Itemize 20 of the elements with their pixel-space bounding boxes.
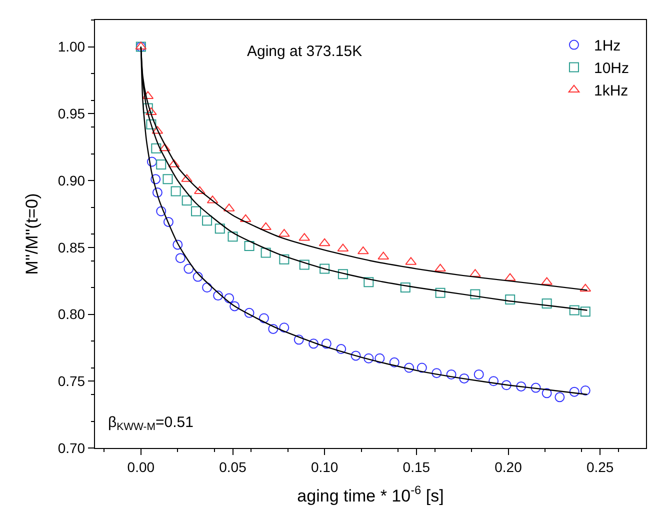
legend-label: 1Hz xyxy=(594,38,621,55)
y-tick-label: 1.00 xyxy=(58,38,86,55)
annotation: β$_{KWW-M}$=0.51 xyxy=(108,414,194,434)
x-tick-label: 0.15 xyxy=(402,458,430,475)
x-axis-title: aging time * 10$^{-6}$ [s] xyxy=(297,483,444,506)
y-axis-title: M''/M''(t=0) xyxy=(22,193,42,275)
annotation: Aging at 373.15K xyxy=(247,43,362,60)
legend-label: 1kHz xyxy=(594,82,628,100)
x-tick-label: 0.25 xyxy=(586,458,614,475)
x-tick-label: 0.20 xyxy=(494,458,522,475)
y-tick-label: 0.95 xyxy=(58,106,86,122)
y-tick-label: 0.90 xyxy=(58,172,86,188)
x-tick-label: 0.00 xyxy=(127,458,155,475)
y-tick-label: 0.80 xyxy=(58,306,86,322)
y-tick-label: 0.70 xyxy=(58,440,86,456)
x-tick-label: 0.05 xyxy=(219,458,247,475)
y-tick-label: 0.75 xyxy=(58,373,86,390)
x-tick-label: 0.10 xyxy=(310,458,338,475)
y-tick-label: 0.85 xyxy=(58,239,86,256)
legend-label: 10Hz xyxy=(594,60,630,78)
